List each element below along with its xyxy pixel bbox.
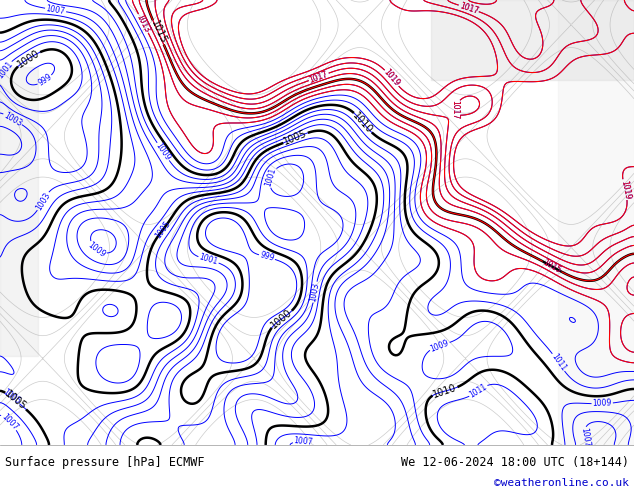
Text: 1007: 1007 (45, 4, 66, 16)
Text: 1003: 1003 (34, 191, 52, 212)
Text: 1005: 1005 (3, 389, 29, 413)
Text: 1017: 1017 (308, 70, 329, 84)
Text: 1017: 1017 (450, 99, 459, 119)
Text: 1007: 1007 (0, 412, 20, 432)
Text: 1005: 1005 (1, 388, 22, 406)
Text: 1009: 1009 (86, 240, 107, 259)
Text: 1015: 1015 (541, 258, 562, 275)
Text: 1019: 1019 (619, 179, 631, 200)
Text: 1013: 1013 (135, 13, 152, 34)
Text: 1003: 1003 (309, 282, 321, 302)
Text: 1003: 1003 (2, 111, 23, 128)
Text: 999: 999 (36, 73, 53, 88)
Text: 1019: 1019 (382, 68, 401, 88)
Text: 1010: 1010 (432, 383, 458, 400)
Text: We 12-06-2024 18:00 UTC (18+144): We 12-06-2024 18:00 UTC (18+144) (401, 457, 629, 469)
Text: 1017: 1017 (458, 1, 479, 16)
Text: 1017: 1017 (458, 1, 479, 16)
Text: 1019: 1019 (382, 68, 401, 88)
Text: 1000: 1000 (269, 307, 294, 331)
Text: 1013: 1013 (135, 13, 152, 34)
Text: 1011: 1011 (549, 352, 567, 373)
Text: Surface pressure [hPa] ECMWF: Surface pressure [hPa] ECMWF (5, 457, 205, 469)
Text: 1015: 1015 (148, 19, 168, 46)
Text: 999: 999 (259, 251, 275, 264)
Text: 1015: 1015 (541, 258, 562, 275)
Text: 1000: 1000 (16, 48, 42, 70)
Text: 1005: 1005 (153, 219, 172, 240)
Text: 1007: 1007 (579, 427, 592, 447)
Text: 1005: 1005 (282, 128, 309, 147)
Text: 1009: 1009 (592, 399, 612, 409)
Text: 1009: 1009 (154, 141, 172, 162)
Text: 1017: 1017 (450, 99, 459, 119)
Text: 1009: 1009 (429, 338, 450, 353)
Text: 1001: 1001 (264, 167, 278, 188)
Text: ©weatheronline.co.uk: ©weatheronline.co.uk (494, 478, 629, 488)
Text: 1017: 1017 (308, 70, 329, 84)
Text: 1001: 1001 (198, 253, 219, 267)
Text: 1001: 1001 (0, 59, 15, 80)
Text: 1011: 1011 (468, 382, 489, 399)
Text: 1010: 1010 (351, 110, 375, 135)
Text: 1007: 1007 (294, 437, 314, 447)
Text: 1019: 1019 (619, 179, 631, 200)
